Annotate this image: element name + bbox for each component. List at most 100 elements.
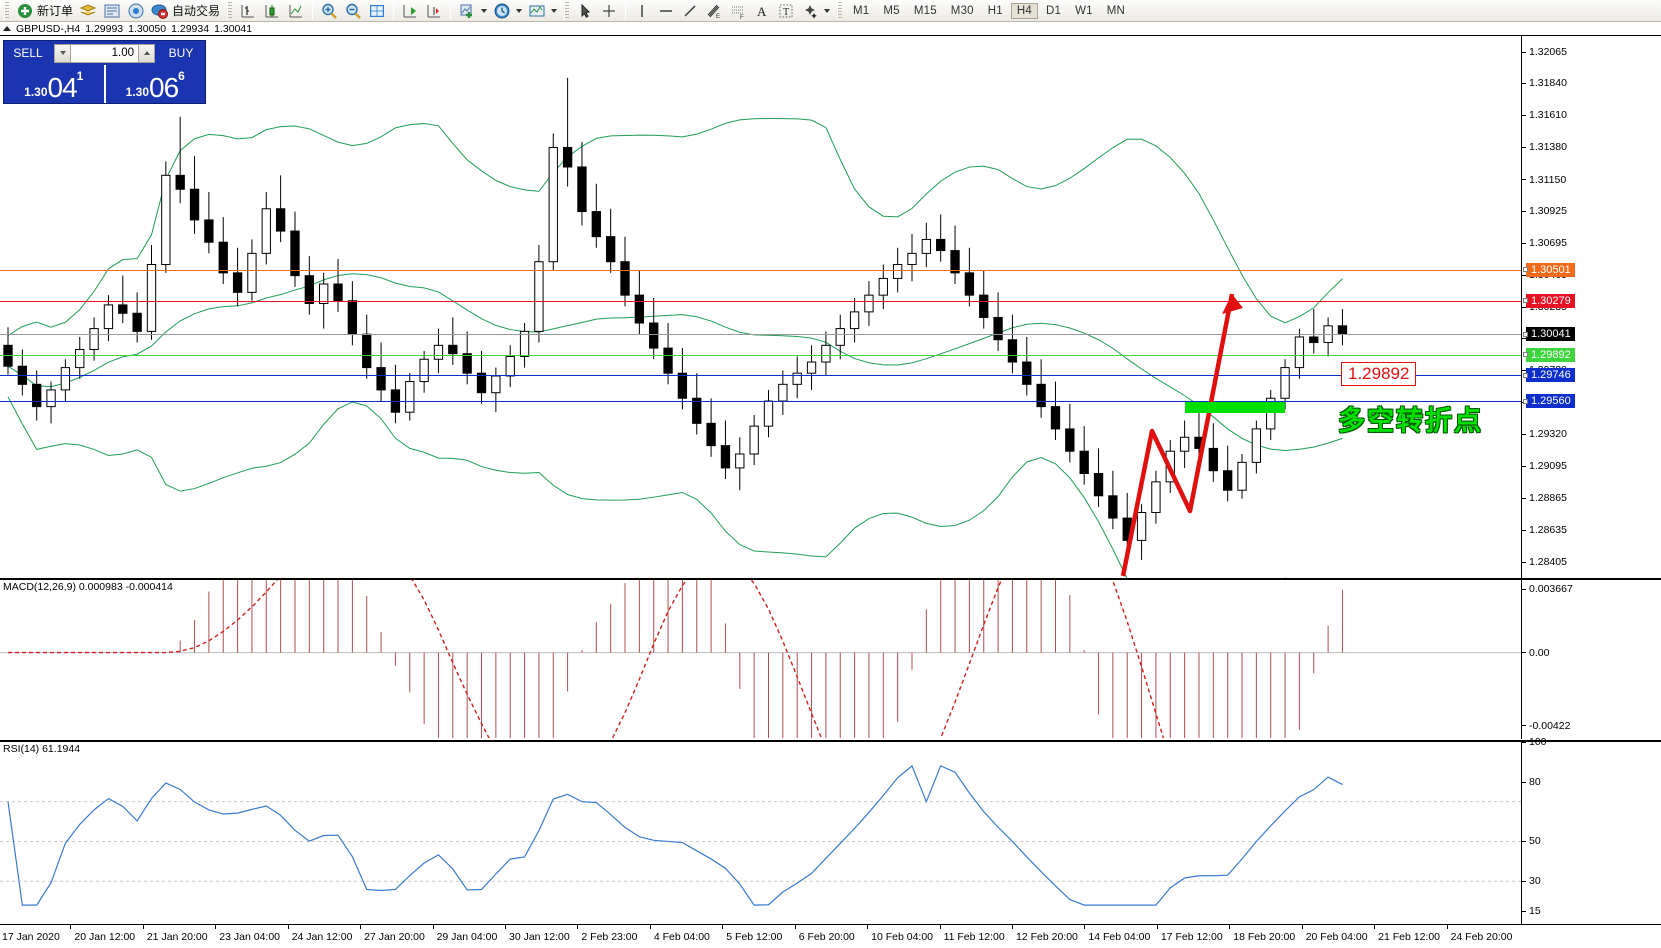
main-toolbar: 新订单 自动交易 <box>0 0 1661 22</box>
price-chart-pane[interactable]: 1.29892 多空转折点 1.32065 1.31840 1.31610 1.313… <box>0 35 1661 578</box>
timeframe-m5[interactable]: M5 <box>883 4 900 17</box>
hline-button[interactable] <box>654 1 678 21</box>
bar-chart-button[interactable] <box>236 1 260 21</box>
objects-icon <box>801 2 819 20</box>
buy-price-display[interactable]: 1.30 06 6 <box>103 65 206 103</box>
new-order-button[interactable]: 新订单 <box>13 1 76 21</box>
price-axis[interactable]: 1.32065 1.31840 1.31610 1.31380 1.31150 1.309… <box>1521 36 1661 578</box>
time-tick <box>649 925 651 929</box>
timeframe-h4[interactable]: H4 <box>1010 2 1038 19</box>
templates-dropdown-caret[interactable] <box>551 8 558 13</box>
auto-scroll-button[interactable] <box>422 1 446 21</box>
level-line[interactable] <box>0 375 1521 377</box>
fibonacci-button[interactable]: F <box>726 1 750 21</box>
autotrading-button[interactable]: 自动交易 <box>148 1 223 21</box>
timeframe-d1[interactable]: D1 <box>1046 4 1062 17</box>
time-axis-label: 17 Feb 12:00 <box>1160 931 1223 943</box>
toolbar-grip[interactable] <box>4 1 9 20</box>
time-axis-label: 18 Feb 20:00 <box>1233 931 1296 943</box>
indicators-dropdown-caret[interactable] <box>481 8 488 13</box>
period-icon <box>493 2 511 20</box>
level-line[interactable] <box>0 300 1521 302</box>
templates-button[interactable] <box>76 1 100 21</box>
toolbar-grip-3[interactable] <box>564 1 570 20</box>
one-click-trading-header: SELL 1.00 BUY <box>4 41 205 65</box>
time-axis-label: 24 Feb 20:00 <box>1450 931 1513 943</box>
level-line[interactable] <box>0 269 1521 271</box>
chart-shift-button[interactable] <box>398 1 422 21</box>
line-chart-button[interactable] <box>284 1 308 21</box>
one-click-prices: 1.30 04 1 1.30 06 6 <box>4 65 205 103</box>
templates-dd-button[interactable] <box>525 1 560 21</box>
level-line[interactable] <box>0 334 1521 336</box>
timeframe-m30[interactable]: M30 <box>950 4 974 17</box>
timeframe-mn[interactable]: MN <box>1106 4 1126 17</box>
price-level-label[interactable]: 1.30041 <box>1523 327 1575 342</box>
time-axis-label: 21 Jan 20:00 <box>146 931 208 943</box>
toolbar-grip-4[interactable] <box>837 1 843 20</box>
zoom-in-button[interactable] <box>317 1 341 21</box>
indicators-button[interactable] <box>455 1 490 21</box>
buy-button[interactable]: BUY <box>168 46 194 60</box>
trendline-icon <box>681 2 699 20</box>
price-level-label[interactable]: 1.29560 <box>1523 394 1575 409</box>
rsi-axis[interactable]: 100 80 50 30 15 <box>1521 736 1661 925</box>
macd-plot-area[interactable] <box>0 580 1661 738</box>
macd-tick: -0.00422 <box>1522 720 1570 732</box>
timeframe-m15[interactable]: M15 <box>913 4 937 17</box>
rsi-plot-area[interactable] <box>0 742 1661 924</box>
time-tick <box>432 925 434 929</box>
data-window-button[interactable] <box>100 1 124 21</box>
navigator-button[interactable] <box>124 1 148 21</box>
rsi-pane[interactable]: RSI(14) 61.1944 100 80 50 30 15 <box>0 736 1661 925</box>
objects-dropdown-caret[interactable] <box>824 8 831 13</box>
period-dropdown-caret[interactable] <box>516 8 523 13</box>
time-axis-label: 21 Feb 12:00 <box>1378 931 1441 943</box>
objects-button[interactable] <box>798 1 833 21</box>
green-highlight-zone <box>1185 402 1285 413</box>
tile-windows-button[interactable] <box>365 1 389 21</box>
text-label-button[interactable]: T <box>774 1 798 21</box>
volume-decrease-button[interactable] <box>54 43 71 63</box>
equidistant-channel-button[interactable]: E <box>702 1 726 21</box>
zoom-in-icon <box>320 2 338 20</box>
macd-axis[interactable]: 0.003667 0.00 -0.00422 <box>1521 580 1661 739</box>
timeframe-m1[interactable]: M1 <box>853 4 870 17</box>
price-level-label[interactable]: 1.30279 <box>1523 293 1575 308</box>
price-level-label[interactable]: 1.30501 <box>1523 262 1575 277</box>
price-level-label[interactable]: 1.29746 <box>1523 368 1575 383</box>
timeframe-w1[interactable]: W1 <box>1075 4 1093 17</box>
text-button[interactable]: A <box>750 1 774 21</box>
volume-input[interactable]: 1.00 <box>71 43 138 63</box>
price-level-label[interactable]: 1.29892 <box>1523 347 1575 362</box>
price-plot-area[interactable]: 1.29892 多空转折点 <box>0 36 1661 578</box>
price-tick: 1.31840 <box>1522 77 1567 89</box>
bar-chart-icon <box>239 2 257 20</box>
sell-button[interactable]: SELL <box>13 46 43 60</box>
period-button[interactable] <box>490 1 525 21</box>
level-line[interactable] <box>0 401 1521 403</box>
time-axis-label: 23 Jan 04:00 <box>219 931 280 943</box>
svg-text:T: T <box>783 7 789 18</box>
collapse-triangle-icon[interactable] <box>3 26 11 31</box>
macd-pane[interactable]: MACD(12,26,9) 0.000983 -0.000414 0.00366… <box>0 578 1661 739</box>
volume-increase-button[interactable] <box>138 43 155 63</box>
chevron-down-icon <box>59 51 66 55</box>
time-axis[interactable]: 17 Jan 2020 20 Jan 12:00 21 Jan 20:00 23 Ja… <box>0 924 1661 948</box>
time-axis-label: 10 Feb 04:00 <box>871 931 934 943</box>
cursor-button[interactable] <box>573 1 597 21</box>
sell-price-main: 04 <box>47 72 78 103</box>
buy-price-prefix: 1.30 <box>125 85 149 99</box>
toolbar-grip-2[interactable] <box>227 1 233 20</box>
crosshair-button[interactable] <box>597 1 621 21</box>
price-tick: 1.30925 <box>1522 205 1567 217</box>
level-line[interactable] <box>0 354 1521 356</box>
candlestick-chart-button[interactable] <box>260 1 284 21</box>
price-tick: 1.30695 <box>1522 237 1567 249</box>
sell-price-display[interactable]: 1.30 04 1 <box>4 65 104 103</box>
zoom-out-button[interactable] <box>341 1 365 21</box>
trendline-button[interactable] <box>678 1 702 21</box>
vline-button[interactable] <box>630 1 654 21</box>
time-tick <box>1156 925 1158 929</box>
timeframe-h1[interactable]: H1 <box>987 4 1003 17</box>
